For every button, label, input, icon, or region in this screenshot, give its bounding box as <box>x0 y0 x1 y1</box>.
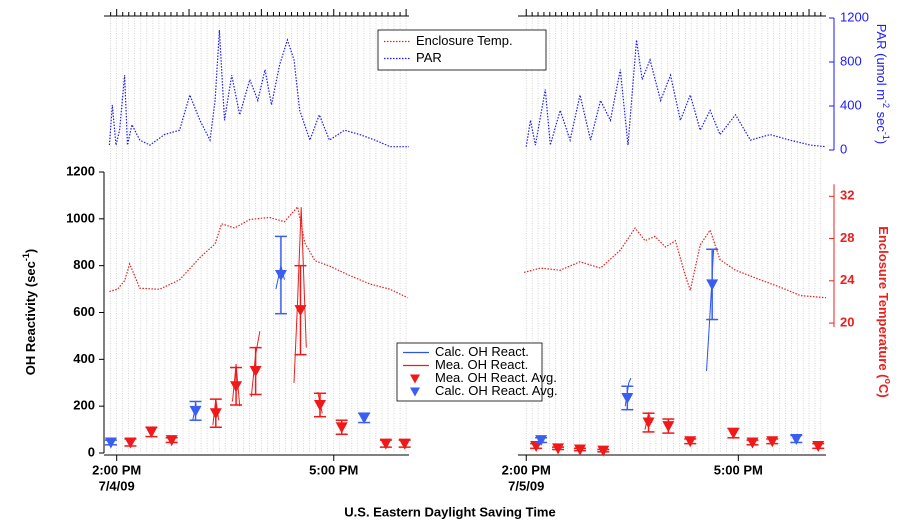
x-axis-title: U.S. Eastern Daylight Saving Time <box>344 504 555 519</box>
marker <box>790 433 803 445</box>
marker <box>230 381 243 393</box>
marker <box>621 392 634 404</box>
marker <box>124 437 137 449</box>
par-axis-title-sup: -1 <box>881 132 891 140</box>
y-axis-title-text: OH Reactivity (sec <box>23 261 38 375</box>
y-axis-title-end: ) <box>23 249 38 253</box>
par-axis-title: PAR (umol m-2 sec-1) <box>874 24 891 145</box>
legend-box <box>377 29 547 71</box>
marker <box>145 426 158 438</box>
marker <box>165 435 178 447</box>
marker <box>552 443 565 455</box>
legend-swatch <box>410 387 420 397</box>
legend-label: Calc. OH React. Avg. <box>435 383 558 398</box>
marker <box>642 417 655 429</box>
marker <box>746 437 759 449</box>
y-tick-label: 1000 <box>66 210 95 225</box>
par-axis-title-text: PAR (umol m <box>874 24 889 100</box>
marker <box>249 366 262 378</box>
legend-label: PAR <box>416 50 442 65</box>
y-tick-label: 0 <box>88 444 95 459</box>
x-tick-label: 5:00 PM <box>714 462 763 477</box>
legend-label: Mea. OH React. Avg. <box>435 370 557 385</box>
y2-axis-title-text: Enclosure Temperature ( <box>876 226 891 379</box>
marker <box>314 399 327 411</box>
marker <box>189 405 202 417</box>
marker <box>398 438 411 450</box>
marker <box>662 421 675 433</box>
par-axis-title-mid: sec <box>874 108 889 132</box>
y-axis-title: OH Reactivity (sec-1) <box>21 249 38 376</box>
dotted-line <box>108 30 409 148</box>
legend-label: Enclosure Temp. <box>416 33 513 48</box>
x-date-label: 7/5/09 <box>508 478 544 493</box>
x-tick-label: 2:00 PM <box>502 462 551 477</box>
par-axis-title-sup: -2 <box>881 100 891 108</box>
y2-tick-label: 32 <box>840 188 854 203</box>
marker <box>684 436 697 448</box>
par-axis-title-end: ) <box>874 140 889 144</box>
legend-swatch <box>410 374 420 384</box>
marker <box>727 428 740 440</box>
par-tick-label: 1200 <box>840 9 869 24</box>
marker <box>530 440 543 452</box>
dotted-line <box>109 205 408 299</box>
marker <box>812 440 825 452</box>
marker <box>274 270 287 282</box>
x-tick-label: 5:00 PM <box>309 462 358 477</box>
dotted-line <box>525 39 827 148</box>
marker <box>573 444 586 456</box>
x-tick-label: 2:00 PM <box>92 462 141 477</box>
line <box>624 249 715 407</box>
y-axis-title-sup: -1 <box>21 253 31 261</box>
y2-tick-label: 28 <box>840 230 854 245</box>
marker <box>379 438 392 450</box>
marker <box>104 437 117 449</box>
y-tick-label: 400 <box>73 351 95 366</box>
y2-tick-label: 20 <box>840 315 854 330</box>
marker <box>535 435 548 447</box>
legend-label: Calc. OH React. <box>435 344 529 359</box>
y2-tick-label: 24 <box>840 272 855 287</box>
dotted-line <box>523 226 827 299</box>
y-tick-label: 800 <box>73 257 95 272</box>
marker <box>358 412 371 424</box>
marker <box>706 279 719 291</box>
marker <box>766 436 779 448</box>
marker <box>335 422 348 434</box>
y-tick-label: 1200 <box>66 163 95 178</box>
legend-label: Mea. OH React. <box>435 357 528 372</box>
x-date-label: 7/4/09 <box>99 478 135 493</box>
marker <box>597 445 610 457</box>
y2-axis-title-end: C) <box>876 384 891 398</box>
marker <box>209 408 222 420</box>
par-tick-label: 0 <box>840 141 847 156</box>
par-tick-label: 800 <box>840 53 862 68</box>
par-tick-label: 400 <box>840 97 862 112</box>
y-tick-label: 600 <box>73 304 95 319</box>
y2-axis-title-sup: o <box>883 378 893 384</box>
y-tick-label: 200 <box>73 398 95 413</box>
marker <box>294 305 307 317</box>
y2-axis-title: Enclosure Temperature (oC) <box>876 226 893 397</box>
